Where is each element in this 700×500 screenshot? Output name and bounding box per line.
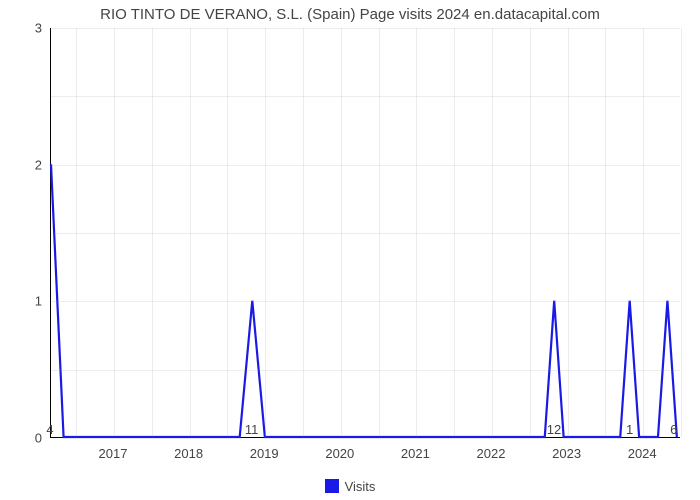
x-tick-label: 2018 — [174, 446, 203, 461]
chart-title: RIO TINTO DE VERANO, S.L. (Spain) Page v… — [0, 6, 700, 23]
gridline-v — [190, 28, 191, 437]
x-secondary-label: 4 — [46, 422, 53, 437]
gridline-h-minor — [51, 233, 680, 234]
gridline-v-minor — [454, 28, 455, 437]
gridline-v-minor — [303, 28, 304, 437]
x-tick-label: 2019 — [250, 446, 279, 461]
gridline-h-minor — [51, 96, 680, 97]
x-secondary-label: 12 — [547, 422, 561, 437]
gridline-v-minor — [681, 28, 682, 437]
gridline-v — [416, 28, 417, 437]
gridline-v — [643, 28, 644, 437]
x-tick-label: 2022 — [477, 446, 506, 461]
gridline-v-minor — [605, 28, 606, 437]
gridline-h — [51, 165, 680, 166]
legend: Visits — [0, 479, 700, 494]
x-secondary-label: 6 — [670, 422, 677, 437]
gridline-v-minor — [152, 28, 153, 437]
gridline-h — [51, 301, 680, 302]
y-tick-label: 2 — [30, 157, 42, 172]
gridline-v-minor — [530, 28, 531, 437]
x-secondary-label: 11 — [245, 422, 259, 437]
x-tick-label: 2024 — [628, 446, 657, 461]
legend-swatch — [325, 479, 339, 493]
y-tick-label: 3 — [30, 21, 42, 36]
gridline-v-minor — [379, 28, 380, 437]
x-tick-label: 2017 — [99, 446, 128, 461]
gridline-v — [492, 28, 493, 437]
plot-area — [50, 28, 680, 438]
gridline-h-minor — [51, 370, 680, 371]
gridline-v — [341, 28, 342, 437]
x-tick-label: 2020 — [325, 446, 354, 461]
gridline-v — [265, 28, 266, 437]
gridline-h — [51, 28, 680, 29]
gridline-v — [114, 28, 115, 437]
gridline-v-minor — [227, 28, 228, 437]
x-tick-label: 2023 — [552, 446, 581, 461]
x-tick-label: 2021 — [401, 446, 430, 461]
legend-label: Visits — [345, 479, 376, 494]
y-tick-label: 1 — [30, 294, 42, 309]
gridline-v-minor — [76, 28, 77, 437]
y-tick-label: 0 — [30, 431, 42, 446]
chart-root: RIO TINTO DE VERANO, S.L. (Spain) Page v… — [0, 0, 700, 500]
x-secondary-label: 1 — [626, 422, 633, 437]
gridline-v — [568, 28, 569, 437]
